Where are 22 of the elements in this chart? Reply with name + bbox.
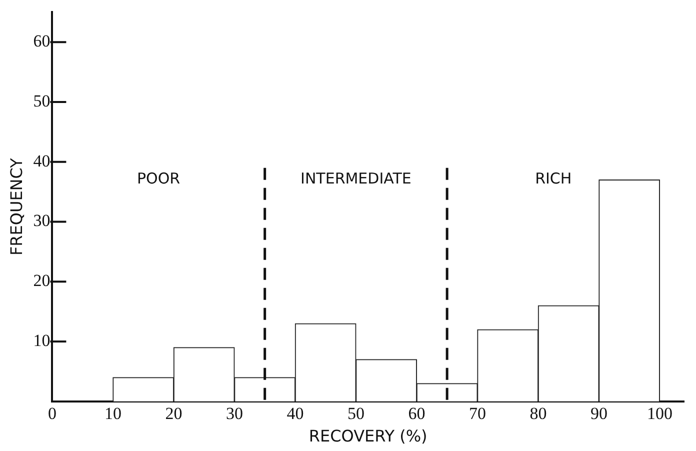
x-tick-label: 90 bbox=[590, 404, 608, 424]
y-tick-label: 10 bbox=[33, 330, 50, 350]
x-tick-label: 0 bbox=[48, 404, 56, 424]
annotation: POOR bbox=[136, 170, 180, 188]
y-tick-label: 50 bbox=[33, 91, 50, 110]
x-tick-label: 10 bbox=[104, 404, 122, 424]
x-tick-label: 30 bbox=[226, 404, 243, 424]
y-tick-label: 20 bbox=[33, 271, 50, 290]
y-axis-title: FREQUENCY bbox=[6, 158, 26, 256]
x-tick-label: 60 bbox=[408, 404, 426, 424]
x-tick-label: 40 bbox=[286, 404, 304, 424]
x-tick-label: 100 bbox=[646, 404, 672, 424]
x-tick-label: 80 bbox=[530, 404, 547, 424]
y-tick-label: 40 bbox=[33, 151, 50, 170]
annotation: RICH bbox=[535, 170, 572, 188]
y-tick-label: 60 bbox=[33, 32, 50, 51]
y-tick-label: 30 bbox=[33, 211, 50, 230]
x-tick-label: 20 bbox=[165, 404, 182, 424]
x-tick-label: 70 bbox=[468, 404, 486, 424]
x-tick-label: 50 bbox=[347, 404, 364, 424]
annotation: INTERMEDIATE bbox=[300, 170, 412, 188]
x-axis-title: RECOVERY (%) bbox=[308, 426, 428, 446]
